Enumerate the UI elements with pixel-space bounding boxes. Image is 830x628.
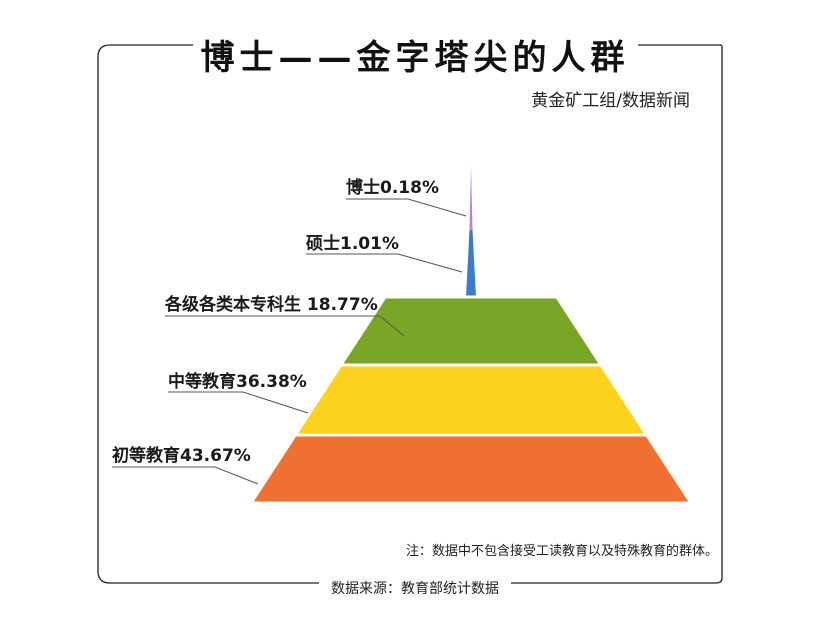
pyramid-level-1 (469, 165, 473, 230)
footnote: 注：数据中不包含接受工读教育以及特殊教育的群体。 (405, 544, 718, 559)
level-label-1: 博士0.18% (346, 177, 439, 198)
pyramid-level-2 (466, 230, 476, 297)
pyramid-level-4 (292, 363, 650, 437)
pyramid-level-5 (248, 433, 694, 505)
leader-line-3 (165, 315, 405, 337)
leader-line-5 (112, 466, 259, 485)
chart-title: 博士——金字塔尖的人群 (0, 30, 830, 79)
level-label-3: 各级各类本专科生 18.77% (164, 294, 378, 315)
level-label-2: 硕士1.01% (306, 233, 399, 254)
level-label-5: 初等教育43.67% (112, 445, 251, 466)
credit-text: 黄金矿工组/数据新闻 (531, 91, 690, 111)
leader-line-1 (346, 198, 467, 217)
pyramid-level-3 (338, 295, 604, 367)
leader-line-4 (168, 391, 309, 414)
data-source: 数据来源：教育部统计数据 (0, 578, 830, 598)
level-label-4: 中等教育36.38% (168, 371, 307, 392)
leader-line-2 (306, 253, 463, 273)
